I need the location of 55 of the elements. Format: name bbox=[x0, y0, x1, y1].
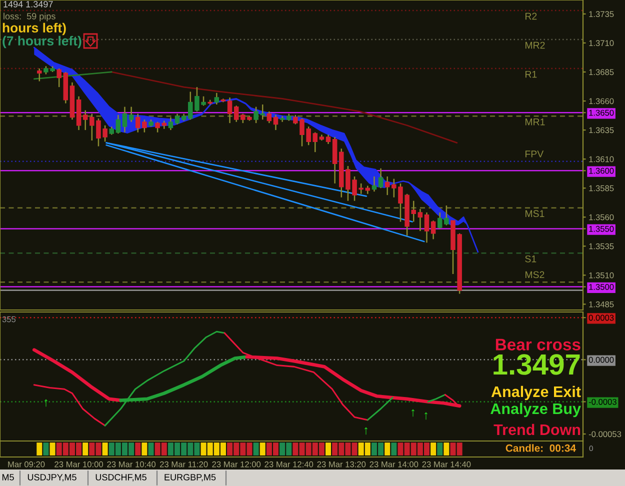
y-tick-label: 1.3685 bbox=[589, 69, 614, 76]
annotation: Analyze Buy bbox=[490, 402, 581, 418]
y-tick-label: 1.3710 bbox=[589, 40, 614, 46]
y-tick-label: 0.0000 bbox=[588, 356, 614, 363]
y-tick-label: 1.3535 bbox=[589, 243, 614, 250]
annotation: Trend Down bbox=[494, 424, 580, 436]
x-tick-label: 23 Mar 11:20 bbox=[160, 461, 208, 468]
y-tick-label: -0.00053 bbox=[588, 431, 622, 438]
y-tick-label: 1.3500 bbox=[589, 284, 614, 290]
y-tick-label: 1.3660 bbox=[589, 98, 614, 104]
x-tick-label: 23 Mar 12:40 bbox=[264, 461, 314, 468]
y-tick-label: -0.0003 bbox=[588, 398, 616, 405]
ref-line-label: S1 bbox=[525, 255, 536, 262]
annotation: 1494 1.3497 bbox=[4, 1, 53, 8]
y-tick-label: 1.3735 bbox=[589, 11, 614, 18]
text: USDJPY,M5 bbox=[28, 474, 76, 482]
y-tick-label: 1.3585 bbox=[589, 185, 614, 192]
ref-line-label: R2 bbox=[525, 12, 537, 20]
x-tick-label: Mar 09:20 bbox=[8, 461, 45, 468]
x-tick-label: 23 Mar 10:40 bbox=[107, 461, 156, 468]
y-tick-label: 1.3510 bbox=[589, 272, 614, 278]
annotation: hours left) bbox=[2, 22, 66, 36]
x-tick-label: 23 Mar 10:00 bbox=[54, 461, 104, 468]
text: EURGBP,M5 bbox=[164, 474, 216, 482]
x-tick-label: 23 Mar 13:20 bbox=[317, 461, 366, 468]
annotation: Analyze Exit bbox=[491, 386, 581, 400]
annotation: ↑ bbox=[424, 412, 428, 420]
y-tick-label: 0.0003 bbox=[588, 314, 614, 321]
annotation: 355 bbox=[2, 316, 16, 322]
y-tick-label: 1.3550 bbox=[589, 226, 614, 232]
y-tick-label: 1.3485 bbox=[589, 301, 614, 308]
y-tick-label: 1.3610 bbox=[589, 156, 614, 162]
ref-line-label: MS1 bbox=[525, 210, 544, 218]
x-tick-label: 23 Mar 12:00 bbox=[212, 461, 261, 468]
annotation: ↑ bbox=[412, 409, 414, 417]
ref-line-label: FPV bbox=[525, 150, 544, 158]
ref-line-label: MR2 bbox=[525, 42, 545, 49]
annotation: 1.3497 bbox=[494, 354, 580, 375]
annotation: Candle: 00:34 bbox=[506, 444, 576, 452]
y-tick-label: 1.3560 bbox=[589, 214, 614, 220]
y-tick-label: 1.3600 bbox=[589, 168, 614, 174]
y-tick-label: 1.3650 bbox=[589, 110, 614, 116]
annotation: Bear cross bbox=[496, 338, 580, 350]
x-tick-label: 23 Mar 14:00 bbox=[370, 461, 418, 468]
annotation: ↑ bbox=[44, 399, 48, 407]
text: USDCHF,M5 bbox=[96, 474, 146, 482]
annotation: loss: 59 pips bbox=[4, 12, 56, 22]
ref-line-label: MR1 bbox=[525, 118, 545, 126]
ref-line-label: MS2 bbox=[525, 271, 544, 278]
annotation: (7 hours left) bbox=[2, 36, 82, 48]
text: M5 bbox=[2, 474, 14, 480]
y-tick-label: 1.3635 bbox=[589, 127, 614, 134]
annotation: ↑ bbox=[364, 427, 368, 435]
x-tick-label: 23 Mar 14:40 bbox=[422, 461, 471, 468]
ref-line-label: R1 bbox=[525, 70, 537, 78]
